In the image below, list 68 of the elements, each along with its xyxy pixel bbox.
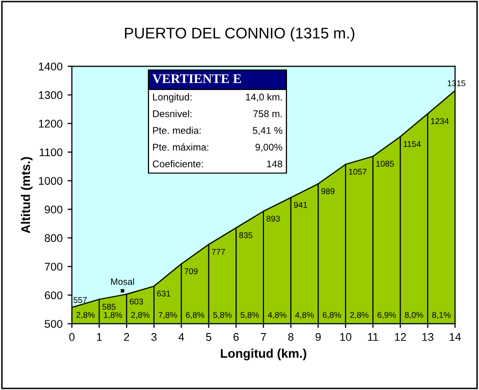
annotation: 4,8% bbox=[268, 312, 286, 319]
data-label: 709 bbox=[184, 268, 198, 274]
annotation: 8,1% bbox=[432, 312, 451, 319]
annotation: 148 bbox=[267, 160, 282, 168]
annotation: 6,8% bbox=[322, 312, 342, 319]
x-tick-label: 11 bbox=[368, 333, 378, 341]
annotation: Mosal bbox=[111, 278, 134, 285]
x-tick-label: 8 bbox=[288, 333, 294, 341]
data-label: 585 bbox=[102, 304, 116, 310]
y-tick-label: 1400 bbox=[38, 62, 62, 70]
data-label: 893 bbox=[266, 216, 280, 222]
y-tick-label: 1100 bbox=[40, 148, 62, 156]
annotation: 758 m. bbox=[253, 110, 282, 118]
x-tick-label: 0 bbox=[69, 333, 75, 341]
data-label: 835 bbox=[239, 232, 252, 238]
data-label: 989 bbox=[321, 188, 334, 194]
data-label: 941 bbox=[294, 202, 308, 208]
x-tick-label: 3 bbox=[151, 333, 157, 341]
annotation: 5,8% bbox=[213, 312, 232, 319]
x-tick-label: 10 bbox=[340, 333, 352, 341]
data-label: 1234 bbox=[431, 118, 449, 124]
x-tick-label: 12 bbox=[394, 333, 406, 341]
annotation: 6,9% bbox=[378, 312, 396, 319]
annotation: 9,00% bbox=[256, 144, 282, 152]
y-tick-label: 700 bbox=[44, 262, 62, 271]
x-tick-label: 1 bbox=[96, 333, 102, 341]
annotation: 5,41 % bbox=[252, 127, 282, 136]
annotation: 7,8% bbox=[158, 312, 177, 319]
annotation: Coeficiente: bbox=[152, 160, 203, 168]
data-label: 1085 bbox=[376, 160, 394, 167]
y-axis-title: Altitud (mts.) bbox=[20, 157, 33, 234]
data-label: 777 bbox=[212, 248, 225, 255]
annotation: 2,8% bbox=[76, 312, 95, 319]
annotation: 5,8% bbox=[240, 312, 259, 319]
x-axis-title: Longitud (km.) bbox=[220, 348, 306, 360]
annotation: Pte. máxima: bbox=[153, 143, 208, 151]
data-label: 1154 bbox=[404, 141, 421, 147]
annotation: 14,0 km. bbox=[246, 93, 282, 102]
x-tick-label: 9 bbox=[316, 333, 321, 341]
annotation: VERTIENTE E bbox=[152, 74, 242, 84]
annotation: 6,8% bbox=[186, 312, 204, 319]
x-tick-label: 5 bbox=[206, 333, 212, 341]
data-label: 603 bbox=[130, 298, 143, 305]
y-tick-label: 1200 bbox=[38, 120, 62, 128]
annotation: 1,8% bbox=[104, 312, 122, 319]
data-label: 631 bbox=[157, 290, 170, 297]
y-tick-label: 500 bbox=[44, 320, 62, 328]
x-tick-label: 13 bbox=[422, 333, 434, 341]
x-tick-label: 4 bbox=[178, 333, 184, 341]
x-tick-label: 7 bbox=[260, 333, 266, 341]
y-tick-label: 900 bbox=[44, 206, 62, 214]
y-tick-label: 1300 bbox=[38, 91, 62, 100]
y-tick-label: 1000 bbox=[38, 176, 62, 185]
annotation: Desnivel: bbox=[153, 110, 192, 118]
x-tick-label: 2 bbox=[124, 333, 130, 341]
y-tick-label: 800 bbox=[44, 234, 62, 242]
x-tick-label: 6 bbox=[234, 333, 239, 341]
chart-title: PUERTO DEL CONNIO (1315 m.) bbox=[125, 27, 354, 42]
annotation: Pte. media: bbox=[153, 126, 201, 134]
data-label: 1057 bbox=[348, 168, 366, 175]
annotation: 4,8% bbox=[295, 312, 314, 319]
x-tick-label: 14 bbox=[450, 333, 461, 341]
data-label: 557 bbox=[74, 297, 87, 303]
y-tick-label: 600 bbox=[44, 291, 62, 300]
annotation: 2,8% bbox=[131, 312, 150, 319]
annotation: 2,8% bbox=[350, 312, 368, 319]
annotation: 8,0% bbox=[404, 312, 424, 319]
annotation: Longitud: bbox=[153, 93, 192, 102]
